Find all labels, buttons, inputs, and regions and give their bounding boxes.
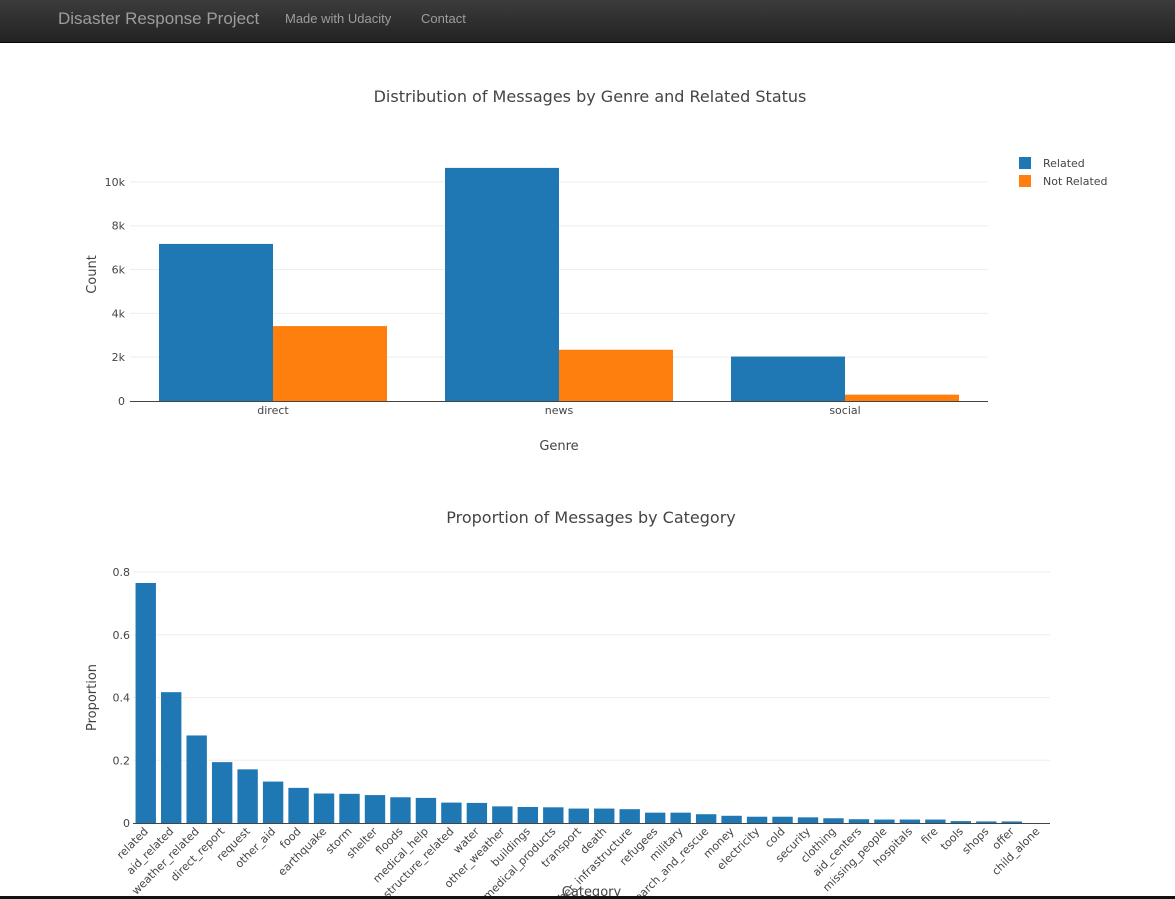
bar-request	[237, 769, 258, 823]
bar-military	[670, 812, 691, 823]
bar-shelter	[364, 795, 386, 823]
bar-news-related	[445, 167, 559, 401]
y-tick-label: 0.8	[113, 566, 131, 579]
bar-security	[797, 817, 819, 823]
bar-other_infrastructure	[619, 809, 640, 823]
navbar-brand[interactable]: Disaster Response Project	[58, 9, 260, 28]
x-tick-label: earthquake	[276, 825, 330, 879]
y-tick-label: 6k	[112, 264, 126, 277]
bar-aid_related	[161, 692, 182, 823]
bar-clothing	[823, 818, 844, 823]
legend-label: Not Related	[1043, 175, 1108, 188]
y-tick-label: 2k	[112, 351, 126, 364]
x-axis-title: Category	[562, 885, 622, 896]
bar-aid_centers	[848, 819, 870, 823]
bar-offer	[1001, 821, 1022, 823]
bar-related	[135, 582, 156, 823]
nav-link-contact[interactable]: Contact	[421, 11, 466, 26]
bar-medical_products	[543, 807, 564, 823]
bar-storm	[339, 793, 360, 823]
x-tick-label: direct	[257, 404, 289, 417]
category-chart: Proportion of Messages by Category 0 0.2 0.…	[85, 508, 1050, 896]
y-tick-label: 0.6	[113, 629, 131, 642]
bar-water	[466, 802, 488, 823]
bar-social-not-related	[845, 394, 959, 401]
y-tick-label: 4k	[112, 307, 126, 320]
legend-label: Related	[1043, 157, 1085, 170]
bar-infrastructure_related	[441, 802, 462, 823]
y-tick-label: 0	[118, 395, 125, 408]
bar-food	[288, 787, 309, 823]
bar-search_and_rescue	[695, 814, 717, 823]
bar-shops	[976, 821, 997, 823]
bar-direct_report	[211, 762, 233, 823]
bar-cold	[772, 816, 793, 823]
bar-death	[594, 808, 615, 823]
legend-swatch	[1019, 157, 1031, 169]
y-tick-label: 10k	[105, 176, 126, 189]
bar-refugees	[644, 812, 666, 823]
bar-news-not-related	[559, 349, 673, 401]
y-axis-title: Proportion	[85, 664, 100, 731]
y-tick-label: 0.2	[113, 754, 131, 767]
bar-tools	[950, 821, 972, 823]
bottom-divider	[0, 896, 1175, 899]
bar-other_weather	[492, 806, 513, 823]
x-axis-title: Genre	[539, 439, 578, 454]
bar-social-related	[731, 356, 845, 401]
y-tick-label: 0	[123, 817, 130, 830]
bar-direct-related	[159, 243, 273, 401]
bar-hospitals	[899, 819, 921, 823]
chart-title: Distribution of Messages by Genre and Re…	[374, 87, 807, 106]
y-tick-label: 8k	[112, 220, 126, 233]
chart-title: Proportion of Messages by Category	[446, 508, 736, 527]
nav-link-udacity[interactable]: Made with Udacity	[285, 11, 392, 26]
bar-earthquake	[313, 793, 335, 823]
x-tick-label: social	[829, 404, 860, 417]
legend-swatch	[1019, 175, 1031, 187]
bar-floods	[390, 797, 411, 823]
bar-weather_related	[186, 735, 207, 823]
bar-missing_people	[874, 819, 895, 823]
y-tick-label: 0.4	[113, 692, 131, 705]
bar-fire	[925, 819, 946, 823]
bar-transport	[568, 808, 589, 823]
bar-money	[721, 815, 742, 823]
navbar: Disaster Response Project Made with Udac…	[0, 0, 1175, 43]
bar-buildings	[517, 806, 539, 823]
bar-direct-not-related	[273, 326, 387, 401]
genre-chart: Distribution of Messages by Genre and Re…	[85, 87, 1108, 454]
bar-electricity	[746, 816, 768, 823]
x-tick-label: shops	[960, 825, 992, 857]
x-tick-label: news	[545, 404, 574, 417]
y-axis-title: Count	[85, 255, 100, 294]
bar-medical_help	[415, 797, 437, 823]
bar-other_aid	[262, 781, 284, 823]
